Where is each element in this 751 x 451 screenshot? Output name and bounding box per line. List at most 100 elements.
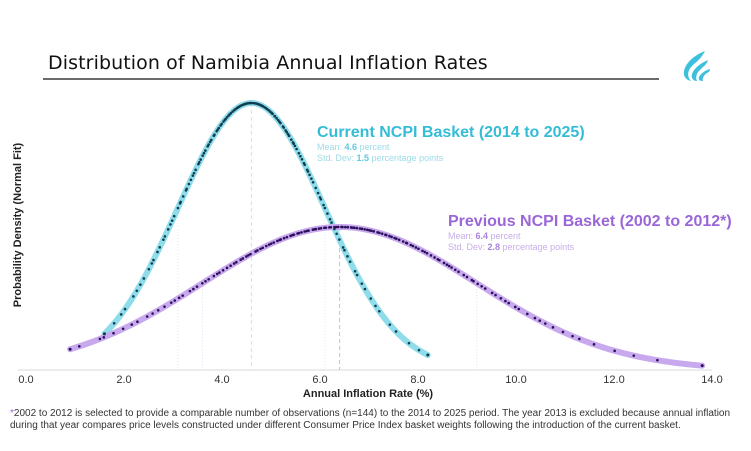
current-observation-point — [318, 196, 322, 199]
previous-observation-point — [163, 305, 166, 308]
previous-observation-point — [442, 261, 446, 265]
previous-observation-point — [592, 343, 596, 346]
previous-observation-point — [229, 264, 232, 267]
current-observation-point — [297, 151, 301, 155]
previous-observation-point — [405, 241, 409, 245]
previous-observation-point — [169, 301, 173, 304]
previous-observation-point — [181, 294, 184, 297]
previous-observation-point — [272, 241, 276, 244]
annotation-std-dev: Std. Dev: 2.8 percentage points — [448, 242, 575, 252]
previous-observation-point — [261, 246, 265, 250]
current-observation-point — [353, 269, 357, 273]
previous-observation-point — [303, 230, 306, 233]
previous-observation-point — [397, 238, 401, 242]
current-observation-point — [316, 191, 320, 195]
current-observation-point — [156, 250, 159, 254]
previous-observation-point — [551, 326, 555, 329]
current-observation-point — [198, 160, 201, 164]
previous-observation-point — [632, 354, 636, 357]
previous-observation-point — [98, 337, 102, 341]
previous-observation-point — [385, 233, 388, 237]
previous-observation-point — [472, 279, 475, 283]
current-observation-point — [333, 227, 336, 231]
current-observation-point — [189, 178, 193, 182]
current-observation-point — [179, 200, 182, 204]
previous-observation-point — [297, 231, 301, 235]
annotation-previous-basket: Previous NCPI Basket (2002 to 2012*) Mea… — [448, 212, 732, 253]
previous-observation-point — [395, 237, 398, 241]
previous-observation-point — [380, 232, 384, 235]
previous-observation-point — [207, 278, 210, 281]
previous-observation-point — [409, 243, 413, 247]
previous-observation-point — [151, 312, 154, 315]
previous-observation-point — [254, 250, 257, 253]
previous-observation-point — [112, 331, 115, 335]
previous-observation-point — [319, 226, 323, 230]
current-observation-point — [172, 214, 176, 218]
annotation-current-basket: Current NCPI Basket (2014 to 2025) Mean:… — [317, 123, 585, 164]
previous-observation-point — [130, 323, 134, 326]
current-observation-point — [363, 287, 367, 291]
previous-observation-point — [285, 235, 289, 239]
current-observation-point — [279, 121, 282, 125]
current-observation-point — [338, 238, 341, 241]
previous-observation-point — [136, 320, 139, 324]
previous-observation-point — [239, 258, 242, 262]
current-observation-point — [123, 307, 127, 311]
current-observation-point — [287, 134, 291, 138]
current-observation-point — [191, 174, 195, 177]
annotation-std-dev: Std. Dev: 1.5 percentage points — [317, 153, 444, 163]
current-observation-point — [163, 235, 167, 238]
current-observation-point — [271, 112, 274, 116]
previous-observation-point — [241, 257, 245, 260]
current-observation-point — [330, 221, 333, 224]
current-observation-point — [323, 206, 327, 210]
previous-observation-point — [365, 228, 369, 232]
current-endpoint-point — [426, 353, 430, 357]
previous-observation-point — [438, 258, 441, 262]
previous-observation-point — [445, 263, 449, 266]
previous-observation-point — [363, 228, 366, 231]
x-tick-label: 14.0 — [701, 374, 723, 386]
current-observation-point — [112, 321, 116, 325]
previous-observation-point — [292, 233, 296, 236]
current-observation-point — [213, 133, 216, 136]
current-observation-point — [319, 198, 323, 201]
current-observation-point — [388, 323, 392, 326]
current-observation-point — [132, 295, 135, 298]
previous-observation-point — [212, 274, 216, 278]
current-observation-point — [220, 122, 224, 126]
current-observation-point — [407, 341, 411, 345]
current-observation-point — [290, 138, 293, 141]
previous-observation-point — [372, 230, 376, 233]
current-observation-point — [152, 258, 155, 262]
previous-observation-point — [513, 305, 517, 309]
previous-observation-point — [358, 227, 362, 230]
x-tick-label: 6.0 — [312, 374, 328, 386]
current-observation-point — [417, 348, 421, 352]
previous-observation-point — [388, 234, 391, 238]
current-observation-point — [169, 223, 172, 226]
previous-observation-point — [390, 235, 393, 239]
current-observation-point — [295, 147, 298, 151]
previous-observation-point — [504, 299, 507, 303]
previous-observation-point — [526, 312, 529, 316]
previous-observation-point — [336, 225, 340, 229]
current-observation-point — [135, 289, 139, 293]
current-observation-point — [306, 170, 310, 173]
previous-endpoint-point — [68, 347, 72, 351]
previous-observation-point — [307, 229, 310, 232]
previous-observation-point — [256, 249, 259, 252]
previous-observation-point — [346, 225, 350, 229]
previous-observation-point — [429, 254, 433, 257]
observation-points — [68, 101, 704, 368]
previous-observation-point — [324, 226, 328, 229]
previous-observation-point — [314, 227, 318, 231]
current-observation-point — [299, 154, 302, 158]
previous-observation-point — [235, 260, 238, 264]
current-observation-point — [199, 158, 202, 161]
current-observation-point — [341, 246, 345, 249]
current-observation-point — [185, 187, 188, 191]
current-observation-point — [311, 181, 315, 184]
current-observation-point — [343, 248, 346, 252]
